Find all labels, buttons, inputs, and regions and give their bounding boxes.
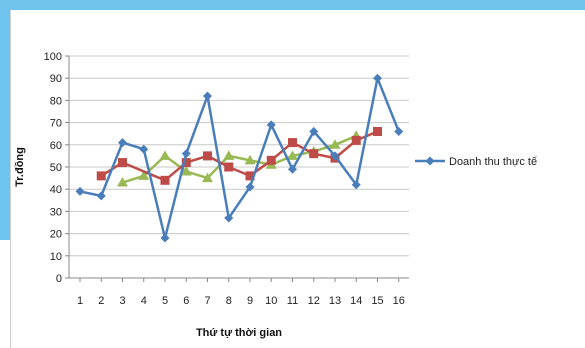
- x-tick-label: 8: [226, 295, 232, 307]
- y-tick-labels: 0 10 20 30 40 50 60 70 80 90 100: [44, 51, 62, 285]
- data-point: [96, 191, 106, 201]
- y-tick-label: 0: [56, 273, 62, 285]
- chart-area: 0 10 20 30 40 50 60 70 80 90 100 1 2 3 4 5 6 7 8 9 10 11 12 13…: [10, 10, 585, 348]
- data-point: [351, 135, 361, 145]
- data-point: [181, 158, 191, 168]
- x-tick-label: 4: [141, 295, 147, 307]
- x-tick-label: 1: [77, 295, 83, 307]
- y-tick-label: 60: [50, 140, 62, 152]
- data-point: [180, 165, 192, 176]
- x-tick-label: 11: [287, 295, 298, 307]
- data-point: [373, 73, 382, 83]
- x-tick-label: 7: [204, 295, 210, 307]
- series-lines: [75, 73, 404, 243]
- data-point: [351, 180, 361, 190]
- data-point: [223, 150, 235, 160]
- x-tick-label: 12: [308, 295, 320, 307]
- legend-label: Doanh thu thực tế: [449, 156, 537, 168]
- background-band-left: [0, 0, 10, 240]
- data-point: [266, 120, 276, 130]
- data-point: [203, 91, 212, 101]
- y-tick-label: 50: [50, 162, 62, 174]
- data-point: [138, 170, 150, 180]
- x-tick-label: 13: [329, 295, 341, 307]
- data-point: [330, 151, 340, 161]
- y-tick-label: 90: [50, 73, 62, 85]
- series-1: [75, 73, 404, 243]
- data-point: [288, 164, 297, 174]
- series-line: [122, 134, 357, 184]
- y-tick-label: 70: [50, 118, 62, 130]
- x-tick-label: 5: [162, 295, 168, 307]
- data-point: [118, 158, 127, 168]
- x-tick-label: 2: [98, 295, 104, 307]
- data-point: [329, 139, 341, 149]
- data-point: [117, 177, 128, 187]
- data-point: [394, 126, 404, 136]
- y-axis-title: Tr.đồng: [14, 147, 26, 187]
- x-tick-label: 15: [371, 295, 383, 307]
- data-point: [309, 149, 319, 159]
- data-point: [224, 162, 234, 172]
- data-point: [203, 151, 212, 161]
- legend: Doanh thu thực tế: [415, 156, 537, 168]
- data-point: [159, 150, 171, 160]
- data-point: [309, 126, 319, 136]
- x-tick-label: 6: [183, 295, 189, 307]
- data-point: [244, 154, 256, 165]
- data-point: [75, 186, 85, 196]
- background-band-top: [0, 0, 585, 10]
- data-point: [202, 172, 213, 183]
- legend-marker: [425, 156, 435, 166]
- data-point: [118, 138, 127, 148]
- x-tick-label: 16: [393, 295, 405, 307]
- x-tick-label: 9: [247, 295, 253, 307]
- data-point: [139, 144, 149, 154]
- data-point: [288, 138, 297, 148]
- y-tick-label: 80: [50, 95, 62, 107]
- series-line: [79, 76, 400, 240]
- y-tick-label: 20: [50, 229, 62, 241]
- x-axis-title: Thứ tự thời gian: [196, 327, 282, 339]
- y-tick-label: 100: [44, 51, 62, 63]
- legend-entry: Doanh thu thực tế: [415, 156, 537, 168]
- data-point: [96, 171, 106, 181]
- data-point: [160, 233, 170, 243]
- gridlines: [69, 55, 409, 257]
- series-3: [117, 130, 362, 187]
- x-tick-labels: 1 2 3 4 5 6 7 8 9 10 11 12 13 14 15 16: [77, 295, 405, 307]
- y-tick-label: 10: [50, 251, 62, 263]
- data-point: [245, 182, 255, 192]
- x-tick-label: 14: [350, 295, 362, 307]
- x-tick-label: 3: [119, 295, 125, 307]
- data-point: [245, 171, 255, 181]
- y-tick-label: 30: [50, 206, 62, 218]
- data-point: [224, 213, 234, 223]
- data-point: [266, 155, 276, 165]
- data-point: [181, 149, 191, 159]
- data-point: [373, 126, 382, 136]
- data-point: [160, 175, 170, 185]
- data-point: [287, 150, 298, 160]
- axes: [65, 55, 409, 282]
- x-tick-label: 10: [265, 295, 277, 307]
- y-tick-label: 40: [50, 184, 62, 196]
